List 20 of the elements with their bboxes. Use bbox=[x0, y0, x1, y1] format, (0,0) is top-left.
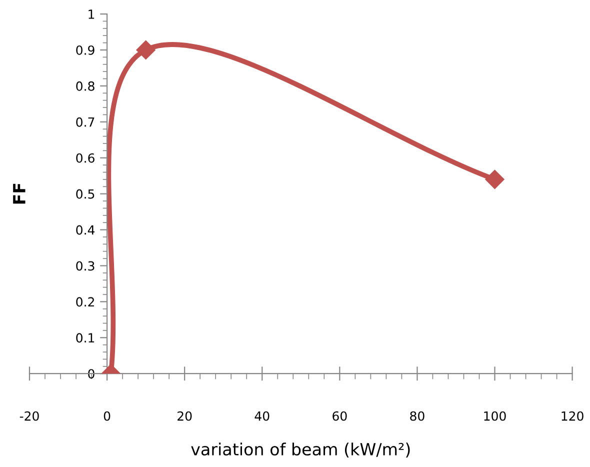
x-tick-label: 0 bbox=[104, 411, 110, 421]
x-tick-label: 20 bbox=[178, 411, 192, 421]
x-tick-label: -20 bbox=[20, 411, 39, 421]
x-axis-title: variation of beam (kW/m²) bbox=[191, 442, 410, 458]
y-tick-label: 0.9 bbox=[76, 45, 94, 55]
x-tick-label: 40 bbox=[254, 411, 270, 421]
y-tick-label: 0.2 bbox=[76, 297, 94, 307]
x-tick-label: 120 bbox=[562, 411, 584, 421]
x-tick-label: 60 bbox=[332, 411, 347, 421]
y-tick-label: 1 bbox=[88, 10, 94, 19]
y-tick-label: 0.1 bbox=[76, 333, 94, 343]
y-tick-label: 0.3 bbox=[76, 261, 94, 271]
y-tick-label: 0.5 bbox=[76, 189, 94, 199]
x-tick-label: 80 bbox=[410, 411, 424, 421]
x-tick-label: 100 bbox=[484, 411, 506, 421]
y-tick-label: 0.8 bbox=[76, 81, 94, 91]
y-axis-title: FF bbox=[13, 184, 26, 204]
y-tick-label: 0.4 bbox=[76, 225, 95, 235]
y-tick-label: 0.7 bbox=[76, 117, 94, 127]
y-tick-label: 0.6 bbox=[76, 153, 94, 163]
